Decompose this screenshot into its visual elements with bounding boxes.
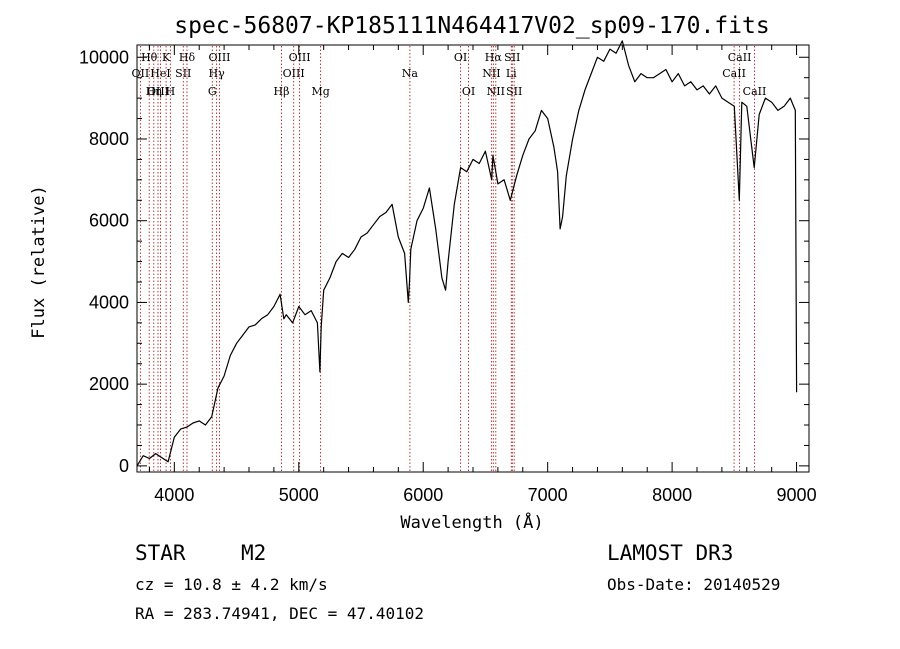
x-axis-label: Wavelength (Å): [400, 511, 543, 533]
y-tick-label: 6000: [89, 211, 129, 231]
line-marker-label: OIII: [289, 51, 311, 64]
line-marker-label: HeI: [150, 67, 170, 80]
x-tick-label: 7000: [528, 485, 568, 505]
x-tick-label: 8000: [652, 485, 692, 505]
line-marker-label: CaII: [722, 67, 746, 80]
x-tick-label: 4000: [154, 485, 194, 505]
line-marker-label: SII: [504, 51, 520, 64]
line-marker-label: OIII: [147, 85, 169, 98]
line-marker-label: Hα: [485, 51, 503, 64]
y-tick-label: 10000: [79, 47, 129, 67]
line-marker-label: Mg: [311, 85, 329, 98]
y-tick-label: 0: [119, 456, 129, 476]
line-marker-label: Hβ: [274, 85, 290, 98]
line-marker-label: K: [162, 51, 171, 64]
line-markers: [139, 46, 755, 472]
line-marker-label: SII: [175, 67, 191, 80]
obs-date: Obs-Date: 20140529: [607, 575, 780, 594]
line-marker-label: Hγ: [209, 67, 226, 80]
object-subclass: M2: [241, 541, 266, 565]
line-marker-label: Hθ: [141, 51, 158, 64]
line-marker-label: NII: [482, 67, 500, 80]
line-marker-label: OIII: [208, 51, 230, 64]
y-axis-ticks: 0 2000 4000 6000 8000 10000: [79, 47, 809, 476]
line-marker-label: Hη: [146, 85, 162, 98]
line-marker-label: Na: [402, 67, 419, 80]
spectrum-series: [136, 40, 798, 467]
y-tick-label: 8000: [89, 129, 129, 149]
plot-area-border: [136, 44, 810, 473]
line-marker-label: G: [208, 85, 217, 98]
redshift-info: cz = 10.8 ± 4.2 km/s: [135, 575, 328, 594]
line-marker-label: Li: [506, 67, 517, 80]
line-marker-label: Hδ: [179, 51, 196, 64]
line-marker-label: OI: [454, 51, 467, 64]
line-marker-label: SII: [506, 85, 522, 98]
object-class: STAR: [135, 541, 186, 565]
x-axis-ticks: 4000 5000 6000 7000 8000 9000: [148, 45, 817, 505]
chart-title: spec-56807-KP185111N464417V02_sp09-170.f…: [174, 13, 769, 39]
line-marker-label: OII: [132, 67, 150, 80]
survey-name: LAMOST DR3: [607, 541, 733, 565]
line-marker-labels: Hθ OII OIII K HeI Hη SII H Hδ OIII Hγ G Hβ OIII OIII Mg…: [132, 51, 767, 98]
line-marker-label: OIII: [283, 67, 305, 80]
line-marker-label: H: [166, 85, 176, 98]
spectrum-line: [136, 40, 798, 467]
plot-frame: [136, 44, 810, 473]
y-axis-label: Flux (relative): [29, 185, 49, 339]
y-tick-label: 2000: [89, 374, 129, 394]
line-marker-label: CaII: [743, 85, 767, 98]
x-tick-label: 5000: [279, 485, 319, 505]
x-tick-label: 9000: [777, 485, 817, 505]
line-marker-label: NII: [487, 85, 505, 98]
coordinates: RA = 283.74941, DEC = 47.40102: [135, 604, 424, 623]
line-marker-label: CaII: [728, 51, 752, 64]
y-tick-label: 4000: [89, 292, 129, 312]
line-marker-label: OI: [462, 85, 475, 98]
x-tick-label: 6000: [403, 485, 443, 505]
